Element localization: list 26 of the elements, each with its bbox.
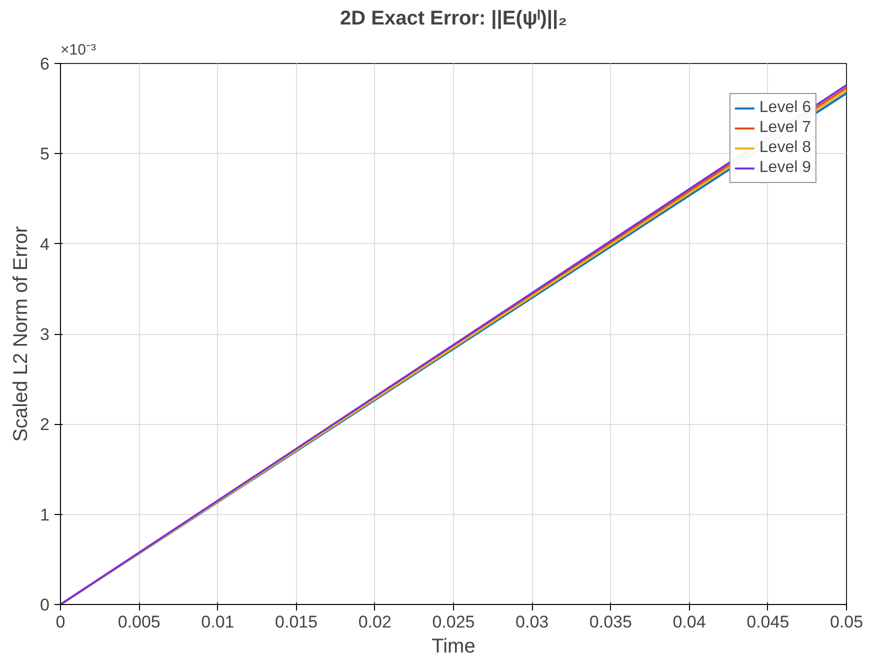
x-tick-label: 0.005: [118, 612, 160, 632]
y-tick-label: 5: [40, 144, 50, 164]
x-tick-label: 0.05: [830, 612, 864, 632]
x-tick-label: 0.015: [275, 612, 318, 632]
legend-label: Level 9: [759, 159, 811, 177]
chart-title: 2D Exact Error: ||E(ψˡ)||₂: [340, 8, 568, 30]
y-axis-title: Scaled L2 Norm of Error: [10, 226, 32, 442]
x-tick-label: 0.03: [516, 612, 549, 632]
y-tick-label: 0: [40, 596, 50, 614]
y-tick-label: 1: [40, 505, 50, 524]
x-tick-label: 0.04: [672, 612, 706, 632]
y-tick-label: 3: [40, 325, 50, 344]
x-axis-title: Time: [432, 636, 476, 658]
y-tick-label: 6: [40, 54, 50, 74]
text: ×10⁻³: [60, 42, 96, 58]
legend-label: Level 8: [759, 139, 811, 157]
x-tick-label: 0.035: [589, 612, 632, 632]
y-tick-label: 4: [40, 234, 50, 254]
x-tick-label: 0: [56, 612, 66, 632]
y-tick-label: 2: [40, 415, 50, 434]
x-tick-label: 0.045: [746, 612, 790, 632]
x-tick-label: 0.025: [432, 612, 475, 632]
x-tick-label: 0.01: [201, 612, 234, 632]
legend-label: Level 7: [759, 119, 811, 137]
legend-label: Level 6: [759, 99, 811, 117]
x-tick-label: 0.02: [358, 612, 392, 632]
